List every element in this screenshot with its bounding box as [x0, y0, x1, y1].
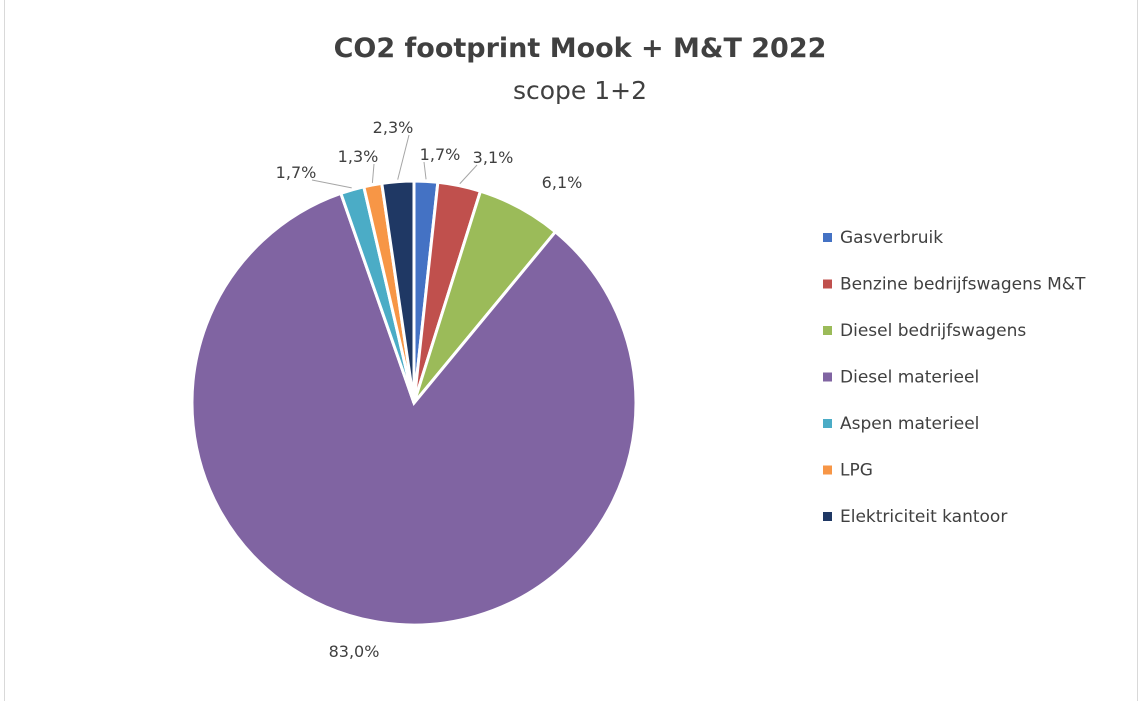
legend-swatch-gasverbruik: [823, 233, 832, 242]
legend-label-benzine-bedrijfswagens-m-t: Benzine bedrijfswagens M&T: [840, 275, 1086, 295]
data-label-benzine-bedrijfswagens-m-t: 3,1%: [473, 148, 514, 167]
legend-label-diesel-bedrijfswagens: Diesel bedrijfswagens: [840, 321, 1026, 341]
data-labels: 1,7% 3,1% 6,1% 83,0% 1,7% 1,3% 2,3%: [276, 118, 583, 661]
data-label-diesel-materieel: 83,0%: [329, 642, 380, 661]
legend-label-elektriciteit-kantoor: Elektriciteit kantoor: [840, 507, 1007, 527]
slice-diesel-materieel: [190, 191, 638, 627]
leader-line-gasverbruik: [423, 161, 427, 180]
legend-label-lpg: LPG: [840, 461, 873, 481]
leader-line-benzine-bedrijfswagens-m-t: [459, 164, 478, 185]
data-label-lpg: 1,3%: [338, 147, 379, 166]
legend-label-aspen-materieel: Aspen materieel: [840, 414, 979, 434]
chart-subtitle: scope 1+2: [513, 76, 647, 105]
pie-slices: [190, 179, 638, 627]
legend-swatch-aspen-materieel: [823, 419, 832, 428]
leader-line-elektriciteit-kantoor: [397, 134, 410, 180]
slice-elektriciteit-kantoor: [380, 179, 416, 404]
chart-frame: CO2 footprint Mook + M&T 2022 scope 1+2 …: [4, 0, 1138, 701]
leader-line-aspen-materieel: [311, 179, 352, 189]
legend-swatch-lpg: [823, 465, 832, 475]
legend-swatch-benzine-bedrijfswagens-m-t: [823, 279, 832, 289]
leader-lines: [311, 134, 478, 189]
data-label-gasverbruik: 1,7%: [420, 145, 461, 164]
legend-swatch-diesel-materieel: [823, 372, 832, 382]
data-label-elektriciteit-kantoor: 2,3%: [373, 118, 414, 137]
leader-line-lpg: [371, 163, 375, 183]
chart-title: CO2 footprint Mook + M&T 2022: [334, 33, 827, 64]
legend: Gasverbruik Benzine bedrijfswagens M&T Die…: [823, 228, 1086, 527]
data-label-diesel-bedrijfswagens: 6,1%: [542, 173, 583, 192]
legend-label-diesel-materieel: Diesel materieel: [840, 368, 979, 388]
legend-swatch-diesel-bedrijfswagens: [823, 326, 832, 335]
data-label-aspen-materieel: 1,7%: [276, 163, 317, 182]
legend-label-gasverbruik: Gasverbruik: [840, 228, 943, 248]
pie-chart: CO2 footprint Mook + M&T 2022 scope 1+2 …: [190, 33, 1086, 661]
legend-swatch-elektriciteit-kantoor: [823, 512, 832, 521]
